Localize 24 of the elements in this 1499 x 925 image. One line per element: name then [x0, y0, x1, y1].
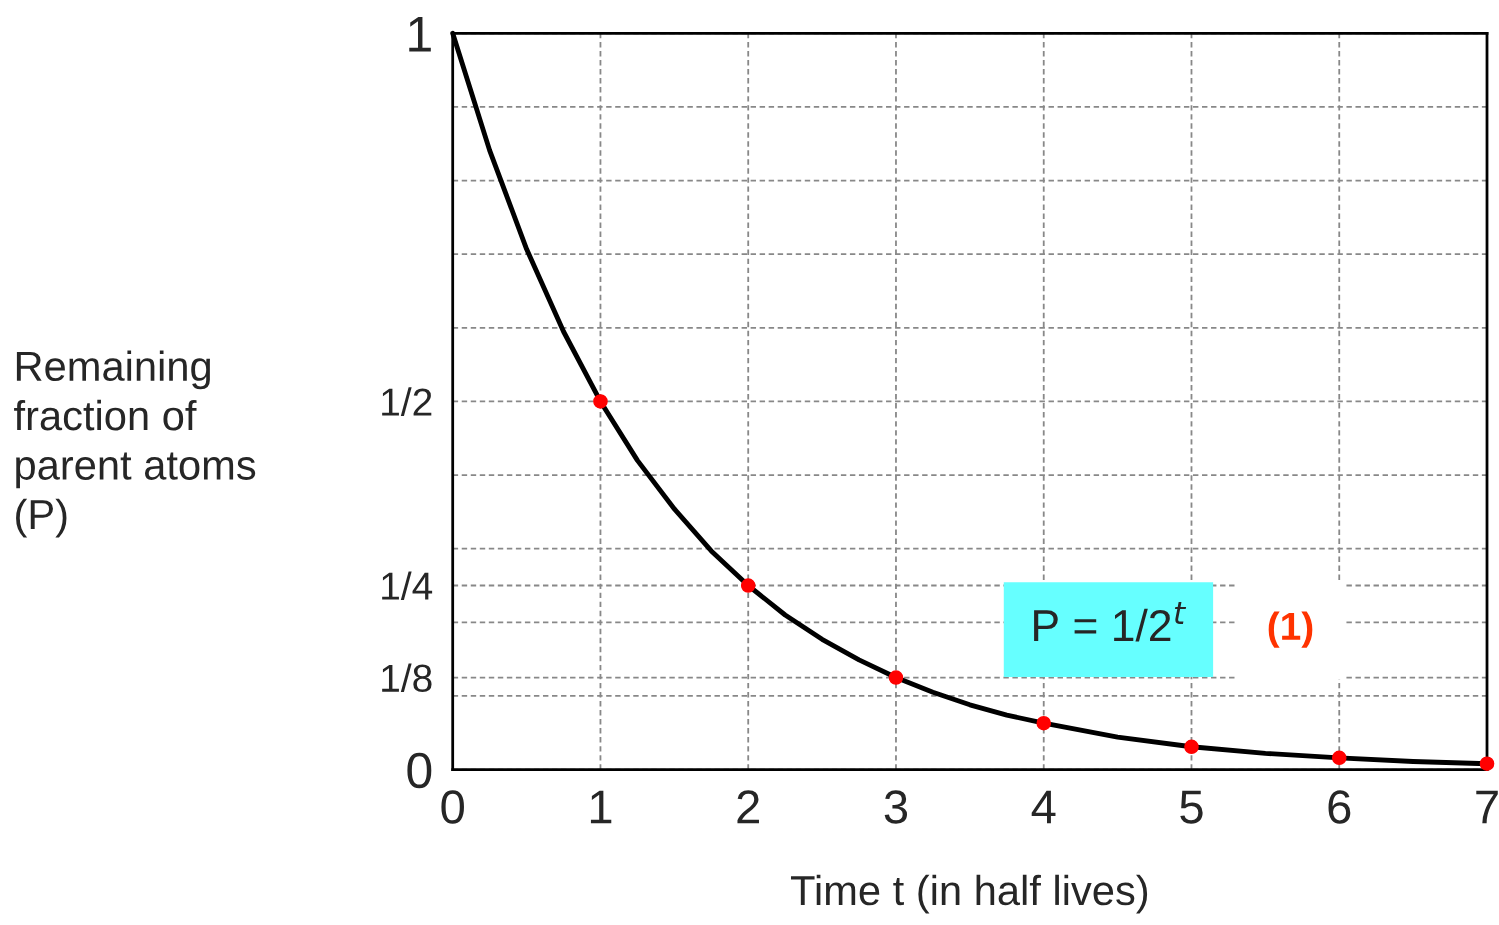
annotation: (1) — [1268, 611, 1313, 648]
y-tick-label: 1/8 — [382, 663, 432, 693]
y-tick-label: 1 — [409, 17, 431, 52]
y-axis-title: Remaining fraction of parent atoms (P) — [14, 350, 256, 538]
x-axis-title: Time t (in half lives) — [790, 874, 1148, 914]
x-tick-label: 1 — [590, 790, 612, 824]
y-tick-label: 0 — [407, 752, 432, 789]
point — [1184, 739, 1199, 755]
y-tick-label: 1/2 — [382, 387, 432, 416]
point — [593, 394, 608, 409]
annotation: P = 1/2$^{t}$ — [1034, 602, 1187, 642]
point — [1036, 715, 1052, 731]
x-tick-label: 6 — [1328, 790, 1351, 824]
x-tick-label: 3 — [884, 790, 908, 824]
x-tick-label: 7 — [1476, 790, 1498, 824]
x-tick-label: 0 — [441, 790, 464, 824]
point — [1479, 756, 1495, 771]
x-tick-label: 2 — [737, 790, 759, 824]
y-tick-label: 1/4 — [382, 571, 433, 600]
point — [888, 670, 904, 685]
x-tick-label: 4 — [1031, 790, 1056, 824]
point — [740, 578, 756, 593]
point — [1331, 750, 1347, 766]
x-tick-label: 5 — [1180, 790, 1203, 824]
